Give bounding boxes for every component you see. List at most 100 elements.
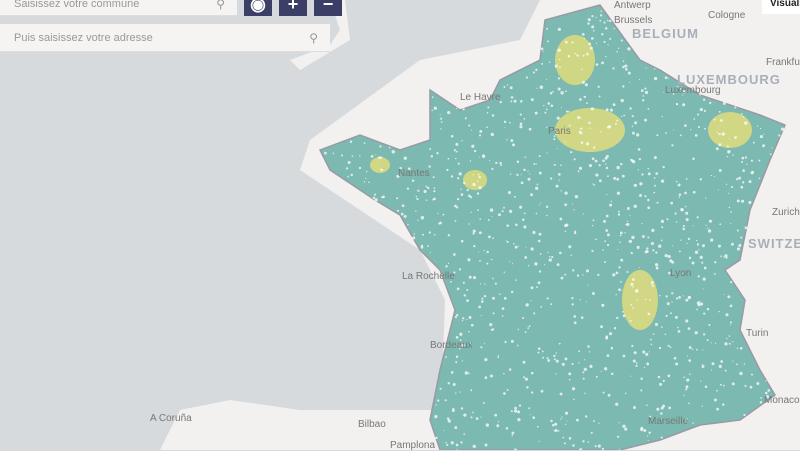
coverage-gap-dot — [669, 259, 673, 263]
coverage-gap-dot — [647, 236, 650, 239]
coverage-gap-dot — [630, 375, 632, 377]
coverage-gap-dot — [620, 258, 624, 262]
coverage-gap-dot — [605, 166, 609, 170]
coverage-gap-dot — [595, 42, 598, 44]
coverage-gap-dot — [461, 360, 464, 362]
coverage-gap-dot — [597, 85, 600, 88]
coverage-gap-dot — [620, 98, 624, 103]
coverage-gap-dot — [460, 239, 464, 243]
coverage-gap-dot — [497, 356, 500, 359]
address-placeholder: Puis saisissez votre adresse — [14, 31, 153, 44]
search-icon[interactable]: ⚲ — [216, 0, 225, 11]
coverage-gap-dot — [540, 305, 543, 308]
coverage-gap-dot — [660, 219, 665, 224]
coverage-gap-dot — [506, 139, 508, 141]
coverage-gap-dot — [605, 229, 609, 232]
coverage-gap-dot — [497, 421, 500, 423]
coverage-gap-dot — [484, 358, 488, 362]
coverage-gap-dot — [440, 117, 443, 120]
coverage-gap-dot — [618, 288, 621, 292]
coverage-gap-dot — [552, 90, 554, 93]
coverage-gap-dot — [743, 363, 746, 365]
search-icon[interactable]: ⚲ — [309, 30, 318, 45]
coverage-gap-dot — [718, 310, 720, 313]
coverage-gap-dot — [656, 134, 659, 137]
coverage-gap-dot — [478, 175, 481, 179]
coverage-gap-dot — [516, 160, 520, 163]
coverage-gap-dot — [491, 167, 494, 170]
coverage-gap-dot — [701, 363, 704, 366]
coverage-gap-dot — [660, 436, 663, 439]
coverage-gap-dot — [455, 392, 457, 394]
zoom-out-button[interactable]: − — [314, 0, 342, 16]
coverage-gap-dot — [707, 229, 712, 233]
commune-search-input[interactable]: Saisissez votre commune ⚲ — [0, 0, 237, 16]
coverage-gap-dot — [591, 37, 594, 40]
coverage-gap-dot — [547, 359, 551, 362]
coverage-gap-dot — [608, 19, 612, 23]
coverage-gap-dot — [599, 14, 603, 17]
coverage-gap-dot — [636, 289, 639, 292]
coverage-gap-dot — [738, 176, 742, 180]
coverage-gap-dot — [564, 273, 567, 276]
coverage-gap-dot — [568, 372, 572, 376]
coverage-gap-dot — [530, 371, 534, 375]
coverage-gap-dot — [551, 424, 555, 427]
coverage-gap-dot — [532, 71, 535, 74]
commune-placeholder: Saisissez votre commune — [14, 0, 140, 10]
coverage-gap-dot — [703, 312, 706, 315]
coverage-gap-dot — [557, 430, 560, 432]
coverage-gap-dot — [433, 197, 436, 201]
coverage-gap-dot — [726, 155, 729, 158]
visualize-button[interactable]: Visuali — [762, 0, 800, 14]
coverage-gap-dot — [659, 294, 661, 297]
coverage-gap-dot — [433, 233, 436, 236]
coverage-gap-dot — [543, 104, 545, 107]
city-label: Bordeaux — [430, 340, 473, 351]
coverage-gap-dot — [744, 226, 748, 230]
address-search-input[interactable]: Puis saisissez votre adresse ⚲ — [0, 24, 330, 52]
coverage-gap-dot — [644, 118, 648, 122]
coverage-gap-dot — [507, 190, 512, 195]
coverage-gap-dot — [439, 387, 442, 390]
coverage-gap-dot — [744, 384, 747, 387]
coverage-gap-dot — [527, 327, 530, 330]
coverage-gap-dot — [729, 304, 733, 308]
coverage-gap-dot — [576, 54, 579, 57]
locate-button[interactable]: ◉ — [244, 0, 272, 16]
coverage-gap-dot — [464, 117, 467, 120]
coverage-gap-dot — [547, 251, 549, 253]
coverage-gap-dot — [613, 327, 617, 330]
coverage-gap-dot — [683, 376, 685, 379]
coverage-gap-dot — [688, 402, 690, 405]
coverage-gap-dot — [709, 101, 712, 105]
coverage-gap-dot — [573, 398, 575, 401]
city-label: Antwerp — [614, 0, 651, 11]
coverage-gap-dot — [554, 66, 557, 68]
coverage-gap-dot — [730, 211, 732, 213]
coverage-gap-dot — [612, 103, 616, 107]
coverage-gap-dot — [473, 244, 476, 248]
coverage-gap-dot — [647, 440, 649, 442]
coverage-gap-dot — [470, 211, 472, 213]
coverage-gap-dot — [358, 166, 362, 170]
coverage-gap-dot — [520, 174, 522, 176]
coverage-gap-dot — [624, 232, 626, 234]
zoom-in-button[interactable]: + — [279, 0, 307, 16]
country-label: LUXEMBOURG — [677, 72, 781, 87]
coverage-gap-dot — [699, 94, 701, 96]
coverage-gap-dot — [455, 361, 458, 364]
coverage-gap-dot — [550, 177, 553, 180]
coverage-gap-dot — [618, 422, 620, 424]
coverage-gap-dot — [633, 351, 637, 355]
coverage-gap-dot — [528, 325, 531, 328]
coverage-gap-dot — [540, 47, 544, 51]
coverage-gap-dot — [644, 195, 647, 198]
city-label: Brussels — [614, 15, 653, 26]
city-label: Zurich — [772, 207, 800, 218]
coverage-gap-dot — [441, 274, 443, 276]
coverage-gap-dot — [728, 192, 730, 195]
coverage-gap-dot — [617, 213, 621, 216]
coverage-gap-dot — [428, 231, 431, 234]
